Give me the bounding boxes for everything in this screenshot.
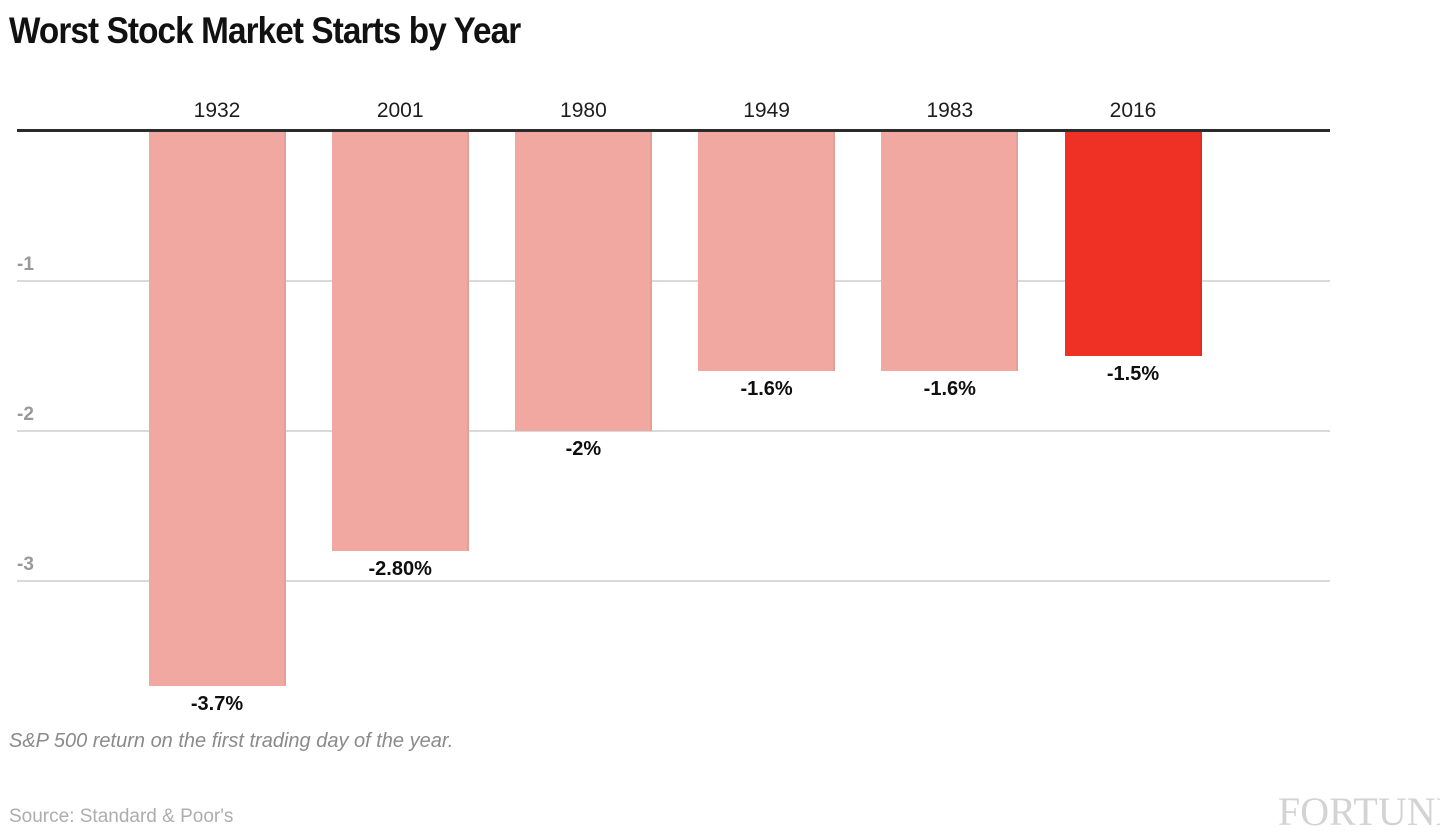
gridline	[17, 580, 1330, 582]
y-tick-label: -1	[17, 254, 34, 275]
chart-subtitle: S&P 500 return on the first trading day …	[9, 730, 454, 752]
category-label-1932: 1932	[193, 99, 241, 122]
category-label-1949: 1949	[743, 99, 790, 122]
bar-2016	[1064, 132, 1202, 356]
category-label-2001: 2001	[376, 99, 424, 122]
value-label-1983: -1.6%	[923, 378, 976, 400]
bar-2001	[331, 132, 469, 551]
y-tick-label: -2	[17, 404, 34, 425]
bar-1980	[514, 132, 652, 431]
bar-1983	[881, 132, 1019, 371]
fortune-logo: FORTUNE	[1278, 789, 1440, 834]
category-label-1980: 1980	[560, 99, 607, 122]
chart-title: Worst Stock Market Starts by Year	[9, 10, 521, 51]
value-label-2016: -1.5%	[1106, 363, 1160, 385]
source-credit: Source: Standard & Poor's	[9, 806, 234, 827]
value-label-1932: -3.7%	[190, 693, 244, 715]
category-label-1983: 1983	[926, 99, 974, 122]
gridline	[17, 280, 1330, 282]
value-label-1949: -1.6%	[740, 378, 793, 400]
y-tick-label: -3	[17, 554, 34, 575]
bar-1949	[698, 132, 836, 371]
gridline	[17, 430, 1330, 432]
category-label-2016: 2016	[1109, 99, 1157, 122]
bar-1932	[148, 132, 286, 686]
value-label-2001: -2.80%	[368, 558, 432, 580]
x-axis-line	[17, 129, 1330, 132]
value-label-1980: -2%	[565, 438, 602, 460]
